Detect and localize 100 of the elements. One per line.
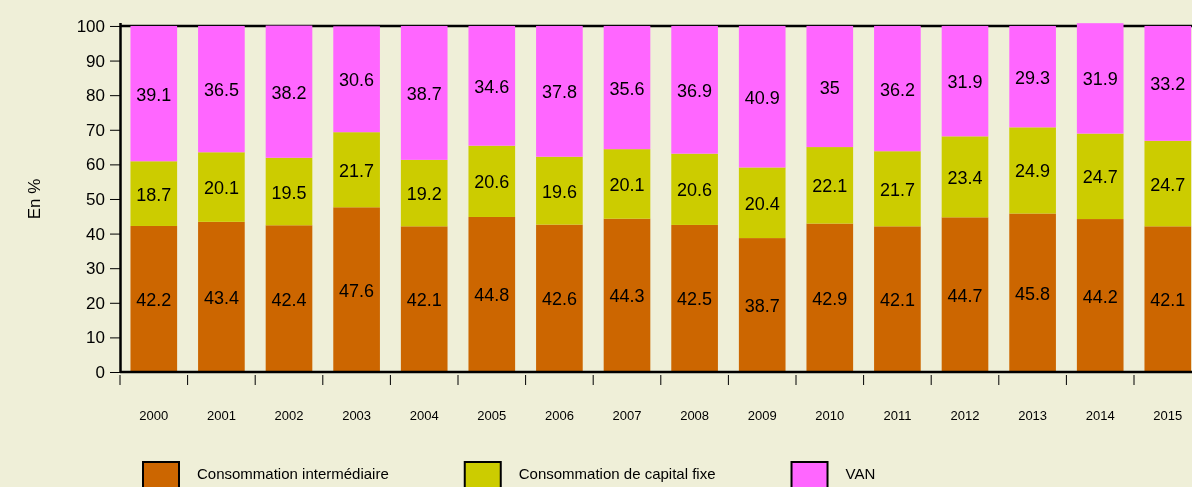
- legend-label: Consommation intermédiaire: [197, 465, 389, 482]
- data-label: 24.7: [1082, 167, 1118, 188]
- y-tick-label: 0: [95, 362, 105, 382]
- y-tick-label: 70: [86, 120, 105, 140]
- bar: [1076, 219, 1124, 372]
- x-tick-label: 2002: [274, 408, 304, 424]
- bar: [1009, 25, 1056, 128]
- bar: [198, 221, 245, 372]
- data-label: 19.2: [406, 184, 442, 205]
- bar: [536, 156, 583, 225]
- data-label: 36.5: [203, 80, 239, 101]
- data-label: 44.7: [947, 285, 983, 306]
- bar: [1144, 226, 1192, 372]
- bar: [468, 25, 516, 146]
- data-label: 42.4: [271, 289, 307, 310]
- y-axis-title: En %: [25, 178, 44, 220]
- data-label: 20.1: [203, 178, 239, 199]
- x-tick-label: 2003: [342, 408, 372, 424]
- bar: [130, 225, 178, 372]
- bar: [603, 218, 651, 372]
- bar: [333, 132, 380, 208]
- x-tick-label: 2000: [139, 408, 169, 424]
- bar: [806, 147, 854, 224]
- data-label: 31.9: [1082, 69, 1118, 90]
- data-label: 20.6: [474, 172, 510, 193]
- bar: [265, 157, 313, 226]
- data-label: 38.7: [406, 83, 442, 104]
- bar: [265, 225, 313, 372]
- data-label: 35.6: [609, 78, 645, 99]
- bar: [1144, 25, 1192, 141]
- bar: [806, 223, 854, 372]
- bar: [603, 149, 651, 219]
- bar: [1009, 127, 1056, 214]
- bar: [536, 224, 583, 372]
- data-label: 29.3: [1015, 67, 1051, 88]
- data-label: 35: [819, 77, 840, 98]
- data-label: 44.8: [474, 285, 510, 306]
- data-label: 42.9: [812, 288, 848, 309]
- x-tick-label: 2005: [477, 408, 507, 424]
- bar: [941, 217, 989, 372]
- x-tick-label: 2010: [815, 408, 845, 424]
- bar: [1076, 23, 1124, 134]
- data-label: 43.4: [203, 287, 239, 308]
- data-label: 23.4: [947, 167, 983, 188]
- bar: [1144, 140, 1192, 227]
- data-label: 37.8: [541, 82, 577, 103]
- bar: [130, 161, 178, 226]
- bar: [400, 25, 448, 160]
- data-label: 42.5: [677, 289, 713, 310]
- y-tick-label: 20: [86, 293, 105, 313]
- x-tick-label: 2008: [680, 408, 710, 424]
- bar: [671, 25, 718, 154]
- y-tick-label: 30: [86, 259, 105, 279]
- data-label: 21.7: [879, 179, 915, 200]
- bar: [536, 25, 583, 157]
- bar: [738, 25, 786, 168]
- data-label: 36.9: [677, 80, 713, 101]
- bar: [1076, 133, 1124, 220]
- x-tick-label: 2012: [950, 408, 980, 424]
- data-label: 18.7: [136, 184, 172, 205]
- y-tick-label: 90: [86, 51, 105, 71]
- bar: [468, 145, 516, 217]
- data-label: 42.1: [406, 290, 442, 311]
- x-tick-label: 2004: [409, 408, 439, 424]
- data-label: 42.1: [1150, 290, 1186, 311]
- bar: [738, 167, 786, 239]
- x-tick-label: 2009: [747, 408, 777, 424]
- data-label: 30.6: [339, 70, 375, 91]
- bar: [874, 25, 921, 152]
- data-label: 45.8: [1015, 283, 1051, 304]
- data-label: 44.3: [609, 286, 645, 307]
- bar: [671, 153, 718, 225]
- data-label: 19.6: [541, 181, 577, 202]
- x-tick-label: 2015: [1153, 408, 1183, 424]
- y-tick-label: 60: [86, 155, 105, 175]
- bar: [400, 226, 448, 372]
- data-label: 20.1: [609, 174, 645, 195]
- x-tick-label: 2001: [206, 408, 236, 424]
- legend-label: VAN: [845, 465, 876, 482]
- data-label: 22.1: [812, 176, 848, 197]
- bar: [468, 216, 516, 372]
- bar: [333, 26, 380, 133]
- bar: [265, 25, 313, 158]
- x-tick-label: 2014: [1085, 408, 1115, 424]
- bar: [198, 152, 245, 222]
- data-label: 31.9: [947, 72, 983, 93]
- bar: [400, 159, 448, 227]
- data-label: 24.9: [1015, 161, 1051, 182]
- data-label: 19.5: [271, 182, 307, 203]
- data-label: 44.2: [1082, 286, 1118, 307]
- x-tick-label: 2013: [1018, 408, 1048, 424]
- bar: [198, 25, 245, 153]
- bar: [130, 25, 178, 162]
- data-label: 42.6: [541, 289, 577, 310]
- bar: [738, 238, 786, 372]
- data-label: 38.7: [744, 296, 780, 317]
- data-label: 42.2: [136, 289, 172, 310]
- data-label: 33.2: [1150, 74, 1186, 95]
- x-tick-label: 2006: [544, 408, 574, 424]
- bar: [874, 151, 921, 227]
